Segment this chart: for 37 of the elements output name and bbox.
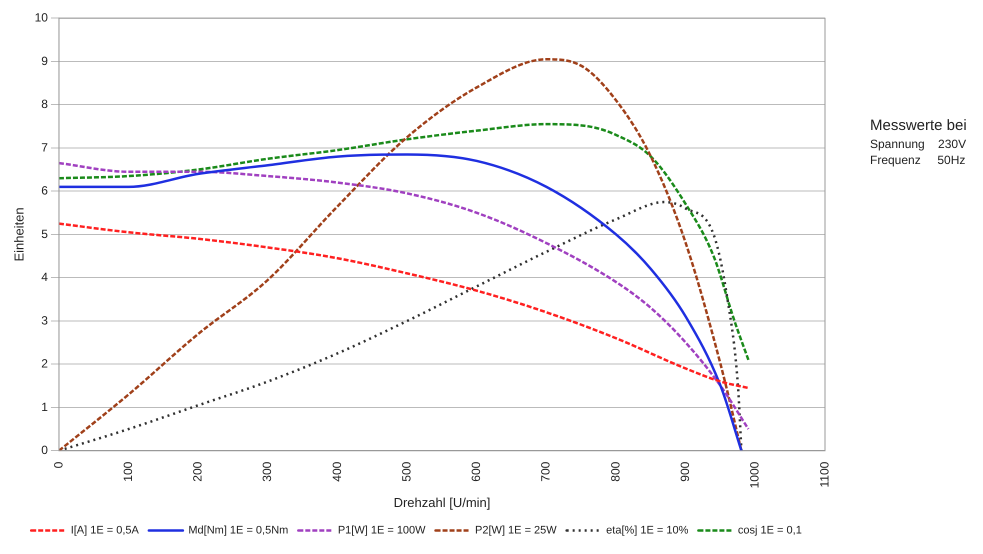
text: Frequenz 50Hz: [870, 152, 966, 168]
x-tick-label: 0: [51, 461, 66, 468]
x-tick-label: 400: [330, 461, 344, 482]
y-tick-label: 2: [41, 356, 48, 371]
y-tick-label: 8: [41, 97, 48, 112]
y-tick-label: 1: [41, 400, 48, 414]
x-tick-label: 200: [190, 461, 205, 482]
x-tick-label: 800: [608, 461, 622, 482]
legend-label: P2[W] 1E = 25W: [475, 524, 558, 537]
legend-label: Md[Nm] 1E = 0,5Nm: [188, 524, 288, 537]
x-tick-label: 1000: [748, 461, 762, 488]
y-axis-title: Einheiten: [11, 207, 26, 262]
line-series: [58, 58, 743, 451]
x-tick-label: 300: [260, 461, 274, 482]
x-tick-label: 700: [538, 461, 553, 482]
y-tick-label: 6: [41, 184, 48, 198]
legend-label: eta[%] 1E = 10%: [606, 524, 689, 537]
y-tick-label: 3: [41, 313, 48, 328]
x-tick-label: 500: [399, 461, 414, 482]
legend-label: I[A] 1E = 0,5A: [70, 524, 140, 537]
x-tick-label: 600: [469, 461, 484, 482]
y-tick-label: 0: [41, 443, 48, 458]
text: Spannung 230V: [870, 136, 967, 152]
x-axis-title: Drehzahl [U/min]: [394, 494, 490, 510]
legend-label: P1[W] 1E = 100W: [338, 524, 426, 537]
legend-label: cosj 1E = 0,1: [738, 524, 802, 537]
line-series: [58, 222, 750, 390]
y-tick-label: 9: [41, 54, 48, 68]
x-tick-label: 1100: [817, 461, 832, 488]
y-tick-label: 7: [41, 140, 48, 154]
x-tick-label: 100: [120, 461, 135, 482]
y-tick-label: 10: [34, 10, 48, 25]
y-tick-label: 5: [41, 226, 48, 241]
y-tick-label: 4: [41, 270, 48, 284]
text: Messwerte bei: [870, 116, 967, 136]
line-series: [58, 122, 750, 362]
x-tick-label: 900: [678, 461, 692, 482]
